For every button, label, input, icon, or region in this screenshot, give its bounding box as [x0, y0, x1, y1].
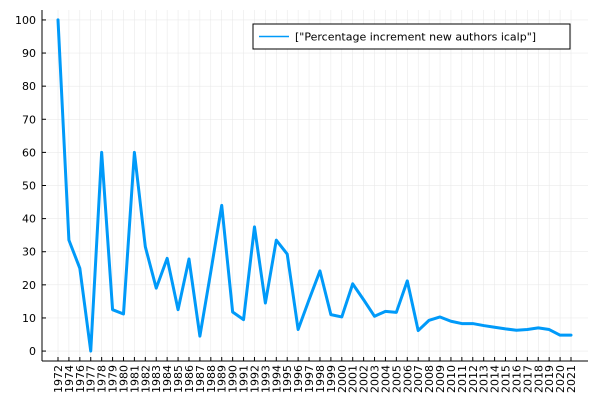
x-tick-label: 2010: [445, 365, 458, 393]
x-tick-label: 2006: [401, 365, 414, 393]
y-tick-label: 70: [22, 113, 36, 126]
x-tick-label: 1996: [292, 365, 305, 393]
x-tick-label: 2007: [412, 365, 425, 393]
x-tick-label: 1992: [248, 365, 261, 393]
legend: ["Percentage increment new authors icalp…: [252, 23, 571, 50]
x-tick-label: 1991: [238, 365, 251, 393]
y-tick-label: 10: [22, 312, 36, 325]
x-tick-label: 1985: [172, 365, 185, 393]
x-tick-label: 1997: [303, 365, 316, 393]
x-tick-label: 1988: [205, 365, 218, 393]
y-tick-label: 0: [29, 345, 36, 358]
series-layer: [56, 18, 573, 353]
y-tick-label: 40: [22, 213, 36, 226]
x-tick-label: 1974: [63, 365, 76, 393]
legend-box: [252, 23, 571, 50]
x-tick-label: 1998: [314, 365, 327, 393]
y-tick-label: 20: [22, 279, 36, 292]
x-tick-label: 1999: [325, 365, 338, 393]
x-tick-label: 1977: [85, 365, 98, 393]
y-tick-label: 100: [15, 14, 36, 27]
x-tick-label: 1993: [259, 365, 272, 393]
x-tick-label: 2004: [379, 365, 392, 393]
x-tick-label: 2018: [532, 365, 545, 393]
x-tick-label: 1972: [52, 365, 65, 393]
x-tick-label: 2008: [423, 365, 436, 393]
x-tick-label: 2013: [478, 365, 491, 393]
y-tick-label: 60: [22, 146, 36, 159]
x-tick-label: 2020: [554, 365, 567, 393]
x-tick-label: 2021: [565, 365, 578, 393]
x-tick-label: 1979: [107, 365, 120, 393]
x-tick-label: 2009: [434, 365, 447, 393]
x-tick-label: 1978: [96, 365, 109, 393]
axes: 0102030405060708090100197219741976197719…: [15, 10, 588, 393]
y-tick-label: 50: [22, 180, 36, 193]
x-tick-label: 2001: [347, 365, 360, 393]
x-tick-label: 1994: [270, 365, 283, 393]
x-tick-label: 2019: [543, 365, 556, 393]
x-tick-label: 2002: [358, 365, 371, 393]
x-tick-label: 1986: [183, 365, 196, 393]
x-tick-label: 1976: [74, 365, 87, 393]
x-tick-label: 2016: [510, 365, 523, 393]
x-tick-label: 1990: [227, 365, 240, 393]
x-tick-label: 1987: [194, 365, 207, 393]
x-tick-label: 1981: [128, 365, 141, 393]
x-tick-label: 1995: [281, 365, 294, 393]
x-tick-label: 2011: [456, 365, 469, 393]
x-tick-label: 2000: [336, 365, 349, 393]
series-line: [56, 18, 573, 353]
x-tick-label: 2012: [467, 365, 480, 393]
x-tick-label: 1984: [161, 365, 174, 393]
x-tick-label: 1983: [150, 365, 163, 393]
y-tick-label: 30: [22, 246, 36, 259]
legend-label: ["Percentage increment new authors icalp…: [295, 31, 536, 44]
x-tick-label: 2017: [521, 365, 534, 393]
x-tick-label: 2005: [390, 365, 403, 393]
x-tick-label: 1989: [216, 365, 229, 393]
x-tick-label: 2015: [500, 365, 513, 393]
x-tick-label: 1982: [139, 365, 152, 393]
x-tick-label: 2014: [489, 365, 502, 393]
x-tick-label: 1980: [117, 365, 130, 393]
y-tick-label: 80: [22, 80, 36, 93]
y-tick-label: 90: [22, 47, 36, 60]
x-tick-label: 2003: [369, 365, 382, 393]
